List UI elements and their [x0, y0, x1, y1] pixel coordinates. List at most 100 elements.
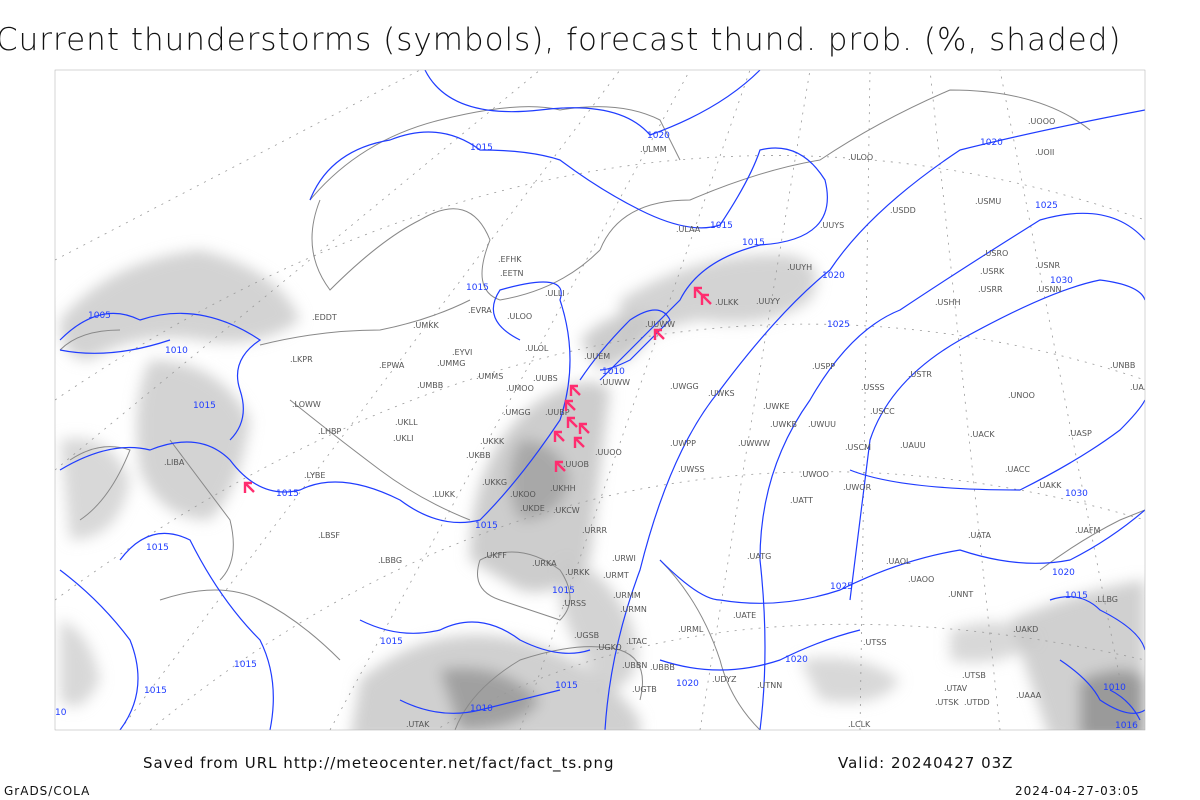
station-label: .LBSF — [318, 531, 340, 540]
thunderstorm-symbol — [554, 460, 566, 472]
station-label: .UMMS — [476, 372, 503, 381]
station-label: .ULOO — [507, 312, 532, 321]
station-label: .URMN — [620, 605, 647, 614]
isobar-label: 1020 — [676, 679, 699, 689]
station-label: .UKKG — [482, 478, 507, 487]
thunderstorm-probability-shading — [60, 250, 1145, 730]
station-label: .UOOO — [1028, 117, 1055, 126]
station-label: .EDDT — [312, 313, 337, 322]
station-label: .UUBS — [533, 374, 558, 383]
station-label: .UKHH — [550, 484, 576, 493]
isobar-label: 1010 — [470, 704, 493, 714]
isobar-label: 1020 — [822, 271, 845, 281]
station-label: .LYBE — [304, 471, 325, 480]
thunderstorm-symbol — [569, 384, 581, 396]
station-label: .UDYZ — [712, 675, 737, 684]
isobar-label: 1015 — [552, 586, 575, 596]
station-label: .UWPP — [670, 439, 696, 448]
isobar-label: 1015 — [470, 143, 493, 153]
station-label: .URML — [678, 625, 704, 634]
station-label: .ULMM — [640, 145, 667, 154]
station-label: .UBBB — [650, 663, 675, 672]
graticule — [55, 70, 1145, 730]
station-label: .USDD — [890, 206, 916, 215]
station-label: .USNN — [1036, 285, 1061, 294]
station-label: .UUYH — [787, 263, 812, 272]
station-label: .USHH — [935, 298, 961, 307]
station-label: .UKKK — [480, 437, 505, 446]
station-label: .UMMG — [437, 359, 465, 368]
thunderstorm-symbol — [578, 422, 590, 434]
station-label: .USSS — [861, 383, 885, 392]
isobar-label: 10 — [55, 708, 67, 718]
station-label: .UAAH — [1130, 383, 1156, 392]
station-label: .UKOO — [510, 490, 536, 499]
station-label: .UWKS — [708, 389, 735, 398]
station-label: .USNR — [1035, 261, 1060, 270]
station-label: .UTAV — [944, 684, 968, 693]
station-label: .LBBG — [378, 556, 402, 565]
generated-timestamp: 2024-04-27-03:05 — [1015, 784, 1140, 798]
station-label: .UTAK — [406, 720, 430, 729]
station-label: .UATG — [747, 552, 771, 561]
station-label: .UKBB — [466, 451, 491, 460]
isobar-label: 1015 — [234, 660, 257, 670]
station-label: .UNBB — [1110, 361, 1135, 370]
isobar-label: 1020 — [1052, 568, 1075, 578]
station-label: .UAOO — [908, 575, 934, 584]
station-label: .UAOL — [886, 557, 911, 566]
isobar-label: 1015 — [380, 637, 403, 647]
station-label: .UUYS — [820, 221, 844, 230]
isobar-label: 1025 — [830, 582, 853, 592]
isobar-label: 1015 — [193, 401, 216, 411]
station-label: .EVRA — [468, 306, 492, 315]
station-label: .ULKK — [715, 298, 739, 307]
isobar-label: 1015 — [144, 686, 167, 696]
coastlines-and-borders — [59, 89, 1145, 730]
station-label: .UUOO — [595, 448, 622, 457]
isobar-label: 1020 — [647, 131, 670, 141]
station-label: .UWSS — [678, 465, 704, 474]
isobar-label: 1015 — [555, 681, 578, 691]
station-label: .UASP — [1068, 429, 1092, 438]
station-label: .UBBN — [622, 661, 647, 670]
station-label: .UAKD — [1013, 625, 1038, 634]
station-label: .ULLI — [545, 289, 565, 298]
station-label: .UKLI — [393, 434, 413, 443]
station-label: .EETN — [500, 269, 524, 278]
station-label: .UUEM — [584, 352, 610, 361]
station-label: .UTNN — [757, 681, 782, 690]
station-label: .UKDE — [520, 504, 545, 513]
station-label: .LKPR — [290, 355, 313, 364]
station-label: .UMGG — [503, 408, 531, 417]
station-label: .EFHK — [498, 255, 522, 264]
isobar-label: 1020 — [980, 138, 1003, 148]
isobar-label: 1016 — [1115, 721, 1138, 731]
isobar-label: 1015 — [710, 221, 733, 231]
station-label: .URRR — [582, 526, 608, 535]
station-label: .URKA — [532, 559, 557, 568]
thunderstorm-symbol — [553, 430, 565, 442]
isobar-label: 1030 — [1065, 489, 1088, 499]
isobar-label: 1015 — [276, 489, 299, 499]
station-label: .LTAC — [626, 637, 647, 646]
station-label: .UGTB — [632, 685, 657, 694]
isobar-label: 1015 — [1065, 591, 1088, 601]
isobar-label: 1015 — [742, 238, 765, 248]
station-label: .UTSS — [863, 638, 886, 647]
station-label: .URWI — [612, 554, 636, 563]
isobar-label: 1005 — [88, 311, 111, 321]
station-label: .USCM — [845, 443, 871, 452]
station-label: .LUKK — [432, 490, 456, 499]
station-label: .UWOR — [843, 483, 872, 492]
station-label: .UUWW — [645, 320, 675, 329]
station-label: .USTR — [908, 370, 932, 379]
station-label: .UAKK — [1037, 481, 1062, 490]
thunderstorm-symbol — [700, 293, 712, 305]
isobar-label: 1015 — [146, 543, 169, 553]
station-label: .UATA — [968, 531, 992, 540]
station-label: .ULOL — [525, 344, 549, 353]
station-label: .UWUU — [808, 420, 836, 429]
station-label: .UAFM — [1075, 526, 1100, 535]
